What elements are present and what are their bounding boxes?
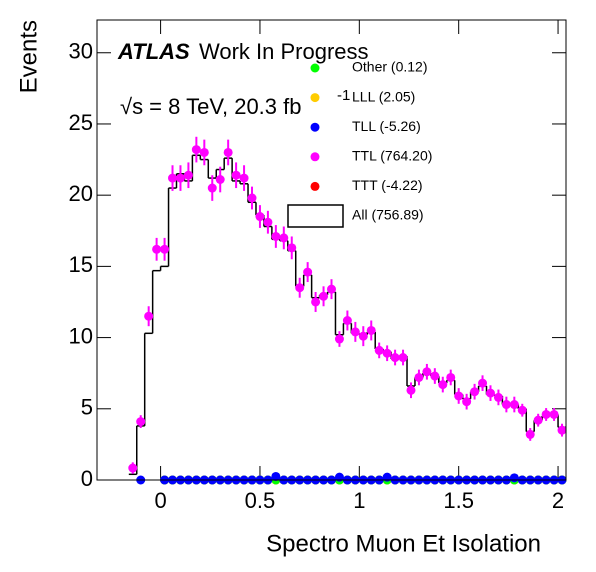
data-point xyxy=(160,244,170,254)
data-point xyxy=(430,371,440,381)
legend-marker xyxy=(310,93,320,103)
y-tick-label: 30 xyxy=(69,39,93,64)
y-tick-label: 10 xyxy=(69,323,93,348)
data-point xyxy=(517,405,527,415)
data-point xyxy=(183,170,193,180)
data-point xyxy=(279,233,289,243)
x-tick-label: 1 xyxy=(353,488,365,513)
legend-label: TLL (-5.26) xyxy=(352,118,421,134)
x-tick-label: 0.5 xyxy=(245,488,276,513)
x-tick-label: 1.5 xyxy=(443,488,474,513)
data-point xyxy=(342,315,352,325)
data-point xyxy=(191,145,201,155)
plot-frame xyxy=(96,19,567,481)
data-point xyxy=(533,415,543,425)
data-point xyxy=(175,173,185,183)
data-point xyxy=(334,472,344,482)
data-point xyxy=(414,372,424,382)
data-point xyxy=(470,387,480,397)
data-point xyxy=(247,193,257,203)
data-point xyxy=(223,147,233,157)
data-point xyxy=(438,380,448,390)
legend-swatch xyxy=(287,204,344,228)
data-point xyxy=(374,345,384,355)
data-point xyxy=(231,170,241,180)
data-point xyxy=(255,212,265,222)
data-point xyxy=(358,331,368,341)
y-tick-label: 0 xyxy=(81,466,93,491)
data-point xyxy=(446,372,456,382)
data-point xyxy=(239,173,249,183)
data-point xyxy=(350,327,360,337)
data-point xyxy=(327,284,336,294)
data-point xyxy=(271,471,281,481)
data-point xyxy=(271,231,281,241)
y-tick-label: 15 xyxy=(69,252,93,277)
data-point xyxy=(215,175,225,185)
data-point xyxy=(287,243,297,253)
data-point xyxy=(406,385,416,395)
data-point xyxy=(509,473,519,483)
y-axis-label: Events xyxy=(15,20,42,93)
data-point xyxy=(509,400,519,410)
data-point xyxy=(303,267,313,277)
x-tick-label: 2 xyxy=(552,488,564,513)
data-point xyxy=(382,348,392,358)
legend-label: Other (0.12) xyxy=(352,59,427,75)
legend-marker xyxy=(310,181,320,191)
data-point xyxy=(485,388,495,398)
data-point xyxy=(382,472,392,482)
data-point xyxy=(295,283,305,293)
y-tick-label: 20 xyxy=(69,181,93,206)
atlas-label: ATLAS xyxy=(117,39,190,64)
data-point xyxy=(390,353,400,363)
data-point xyxy=(152,244,162,254)
data-point xyxy=(334,334,344,344)
data-point xyxy=(311,297,321,307)
x-tick-label: 0 xyxy=(154,488,166,513)
x-axis-label: Spectro Muon Et Isolation xyxy=(266,530,541,557)
data-point xyxy=(478,378,488,388)
data-point xyxy=(144,311,154,321)
data-point xyxy=(319,291,329,301)
data-point xyxy=(422,367,432,377)
data-point xyxy=(207,183,217,193)
data-point xyxy=(398,353,408,363)
data-point xyxy=(493,392,503,402)
data-point xyxy=(199,147,209,157)
data-point xyxy=(525,429,535,439)
data-point xyxy=(168,173,178,183)
y-tick-label: 25 xyxy=(69,110,93,135)
data-point xyxy=(366,325,376,335)
legend-label: LLL (2.05) xyxy=(352,88,415,104)
legend-marker xyxy=(310,63,320,73)
y-tick-label: 5 xyxy=(81,395,93,420)
data-point xyxy=(128,463,138,473)
data-point xyxy=(454,391,464,401)
legend-label: TTT (-4.22) xyxy=(352,177,423,193)
legend-label: TTL (764.20) xyxy=(352,148,432,164)
energy-label: √s = 8 TeV, 20.3 fb xyxy=(120,94,302,119)
legend-marker xyxy=(310,122,320,132)
legend-marker xyxy=(310,152,320,162)
data-point xyxy=(549,409,559,419)
legend-label: All (756.89) xyxy=(352,207,424,223)
data-point xyxy=(501,400,511,410)
data-point xyxy=(462,397,472,407)
data-point xyxy=(263,217,273,227)
data-point xyxy=(541,409,551,419)
data-point xyxy=(557,425,567,435)
energy-exponent: -1 xyxy=(337,87,350,104)
data-point xyxy=(136,417,146,427)
status-label: Work In Progress xyxy=(199,39,369,64)
